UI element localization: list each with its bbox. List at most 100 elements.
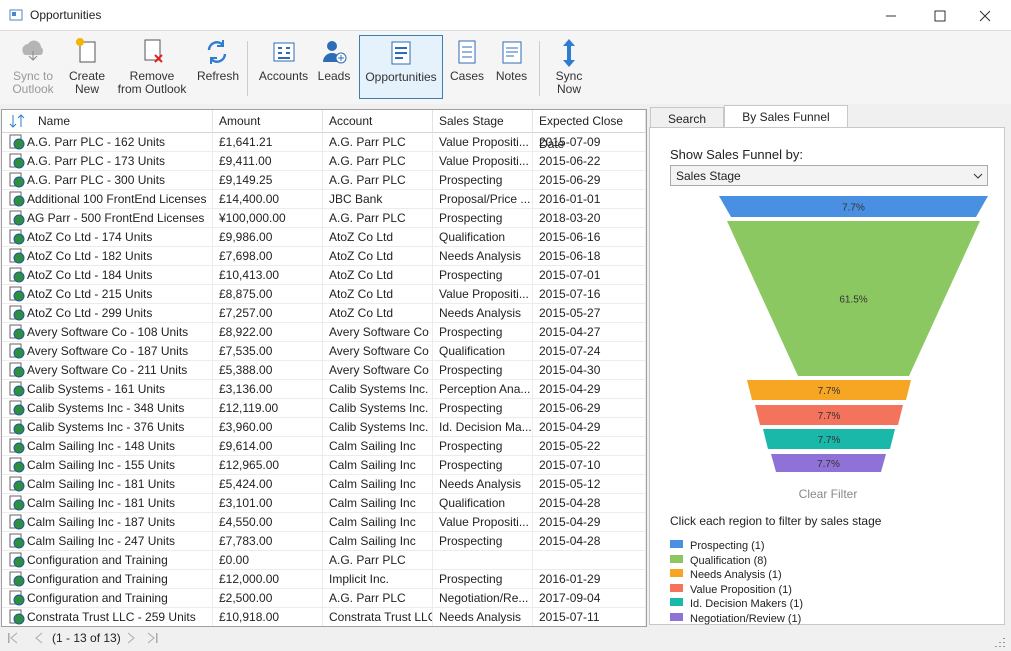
table-cell: Avery Software Co - 108 Units — [2, 323, 213, 341]
table-row[interactable]: Avery Software Co - 108 Units£8,922.00Av… — [2, 323, 646, 342]
table-row[interactable]: Calm Sailing Inc - 247 Units£7,783.00Cal… — [2, 532, 646, 551]
table-cell: 2017-09-04 — [533, 589, 646, 607]
legend-item[interactable]: Negotiation/Review (1) — [670, 612, 801, 626]
table-cell: £1,641.21 — [213, 133, 323, 151]
table-row[interactable]: Calib Systems Inc - 348 Units£12,119.00C… — [2, 399, 646, 418]
toolbar-button[interactable]: Refresh — [195, 35, 239, 99]
table-cell: A.G. Parr PLC - 300 Units — [2, 171, 213, 189]
column-header[interactable]: Amount — [213, 110, 323, 133]
toolbar-button[interactable]: Opportunities — [359, 35, 443, 99]
table-cell: 2015-05-22 — [533, 437, 646, 455]
table-cell: AtoZ Co Ltd — [323, 304, 433, 322]
table-row[interactable]: Calm Sailing Inc - 187 Units£4,550.00Cal… — [2, 513, 646, 532]
column-header[interactable]: Account — [323, 110, 433, 133]
legend-item[interactable]: Needs Analysis (1) — [670, 568, 782, 582]
legend-swatch — [670, 540, 683, 548]
table-cell: Calm Sailing Inc - 181 Units — [2, 494, 213, 512]
table-cell: Configuration and Training — [2, 589, 213, 607]
table-row[interactable]: Avery Software Co - 211 Units£5,388.00Av… — [2, 361, 646, 380]
table-cell: Avery Software Co — [323, 342, 433, 360]
table-cell: 2018-03-20 — [533, 209, 646, 227]
table-row[interactable]: Calm Sailing Inc - 155 Units£12,965.00Ca… — [2, 456, 646, 475]
button-icon — [318, 37, 350, 67]
table-cell: Calm Sailing Inc — [323, 437, 433, 455]
table-cell: £10,413.00 — [213, 266, 323, 284]
table-row[interactable]: AG Parr - 500 FrontEnd Licenses¥100,000.… — [2, 209, 646, 228]
table-row[interactable]: Calib Systems Inc - 376 Units£3,960.00Ca… — [2, 418, 646, 437]
table-cell: £7,535.00 — [213, 342, 323, 360]
toolbar-button[interactable]: Accounts — [256, 35, 311, 99]
legend-swatch — [670, 569, 683, 577]
toolbar-button[interactable]: Leads — [315, 35, 353, 99]
button-label: Refresh — [195, 70, 239, 83]
panel-tab[interactable]: By Sales Funnel — [724, 105, 848, 127]
column-header[interactable]: Expected Close Date — [533, 110, 646, 133]
table-row[interactable]: AtoZ Co Ltd - 184 Units£10,413.00AtoZ Co… — [2, 266, 646, 285]
table-row[interactable]: AtoZ Co Ltd - 215 Units£8,875.00AtoZ Co … — [2, 285, 646, 304]
table-cell: Prospecting — [433, 437, 533, 455]
legend-item[interactable]: Value Proposition (1) — [670, 583, 792, 597]
table-cell: Value Propositi... — [433, 133, 533, 151]
column-header[interactable]: Sales Stage — [433, 110, 533, 133]
table-cell: A.G. Parr PLC - 162 Units — [2, 133, 213, 151]
table-row[interactable]: AtoZ Co Ltd - 182 Units£7,698.00AtoZ Co … — [2, 247, 646, 266]
table-cell: Calib Systems Inc. — [323, 418, 433, 436]
table-row[interactable]: Additional 100 FrontEnd Licenses£14,400.… — [2, 190, 646, 209]
legend-label: Id. Decision Makers (1) — [690, 598, 803, 610]
clear-filter[interactable]: Clear Filter — [650, 487, 1006, 501]
table-row[interactable]: Configuration and Training£2,500.00A.G. … — [2, 589, 646, 608]
table-cell: Avery Software Co - 187 Units — [2, 342, 213, 360]
table-row[interactable]: A.G. Parr PLC - 300 Units£9,149.25A.G. P… — [2, 171, 646, 190]
table-row[interactable]: Constrata Trust LLC - 259 Units£10,918.0… — [2, 608, 646, 627]
legend-label: Needs Analysis (1) — [690, 569, 782, 581]
table-row[interactable]: Calm Sailing Inc - 181 Units£3,101.00Cal… — [2, 494, 646, 513]
panel-tab[interactable]: Search — [650, 107, 724, 128]
table-cell: Prospecting — [433, 570, 533, 588]
table-row[interactable]: Calm Sailing Inc - 181 Units£5,424.00Cal… — [2, 475, 646, 494]
table-row[interactable]: Configuration and Training£0.00A.G. Parr… — [2, 551, 646, 570]
table-cell: A.G. Parr PLC — [323, 209, 433, 227]
column-header[interactable]: Name — [2, 110, 213, 133]
table-cell: 2015-06-29 — [533, 399, 646, 417]
legend-item[interactable]: Id. Decision Makers (1) — [670, 597, 803, 611]
table-cell: £7,257.00 — [213, 304, 323, 322]
table-row[interactable]: AtoZ Co Ltd - 174 Units£9,986.00AtoZ Co … — [2, 228, 646, 247]
pager-first-prev[interactable] — [6, 631, 51, 645]
table-cell: AtoZ Co Ltd - 299 Units — [2, 304, 213, 322]
legend-item[interactable]: Prospecting (1) — [670, 539, 765, 553]
table-cell: Proposal/Price ... — [433, 190, 533, 208]
toolbar-button[interactable]: Cases — [447, 35, 487, 99]
table-row[interactable]: A.G. Parr PLC - 162 Units£1,641.21A.G. P… — [2, 133, 646, 152]
table-cell: £12,000.00 — [213, 570, 323, 588]
toolbar-button[interactable]: Notes — [491, 35, 532, 99]
table-cell: £8,875.00 — [213, 285, 323, 303]
table-cell: Prospecting — [433, 532, 533, 550]
funnel-label: 7.7% — [818, 435, 841, 446]
pager-next-last[interactable] — [124, 631, 169, 645]
toolbar-button[interactable]: Create New — [64, 35, 110, 99]
table-cell: Needs Analysis — [433, 608, 533, 626]
table-cell: Perception Ana... — [433, 380, 533, 398]
button-label: Notes — [491, 70, 532, 83]
table-row[interactable]: Calib Systems - 161 Units£3,136.00Calib … — [2, 380, 646, 399]
table-row[interactable]: AtoZ Co Ltd - 299 Units£7,257.00AtoZ Co … — [2, 304, 646, 323]
table-cell: £0.00 — [213, 551, 323, 569]
window-controls[interactable] — [880, 8, 1000, 24]
button-icon — [451, 37, 483, 67]
table-cell: AtoZ Co Ltd — [323, 247, 433, 265]
table-row[interactable]: Configuration and Training£12,000.00Impl… — [2, 570, 646, 589]
button-icon — [17, 37, 49, 67]
table-row[interactable]: A.G. Parr PLC - 173 Units£9,411.00A.G. P… — [2, 152, 646, 171]
table-row[interactable]: Calm Sailing Inc - 148 Units£9,614.00Cal… — [2, 437, 646, 456]
table-cell: AtoZ Co Ltd - 182 Units — [2, 247, 213, 265]
toolbar-button[interactable]: Remove from Outlook — [114, 35, 190, 99]
table-cell: AtoZ Co Ltd — [323, 266, 433, 284]
table-cell: Qualification — [433, 494, 533, 512]
toolbar-button[interactable]: Sync Now — [547, 35, 591, 99]
button-label: Leads — [315, 70, 353, 83]
table-row[interactable]: Avery Software Co - 187 Units£7,535.00Av… — [2, 342, 646, 361]
toolbar-button[interactable]: Sync to Outlook — [9, 35, 57, 99]
button-icon — [496, 37, 528, 67]
legend-item[interactable]: Qualification (8) — [670, 554, 767, 568]
button-label: Cases — [447, 70, 487, 83]
